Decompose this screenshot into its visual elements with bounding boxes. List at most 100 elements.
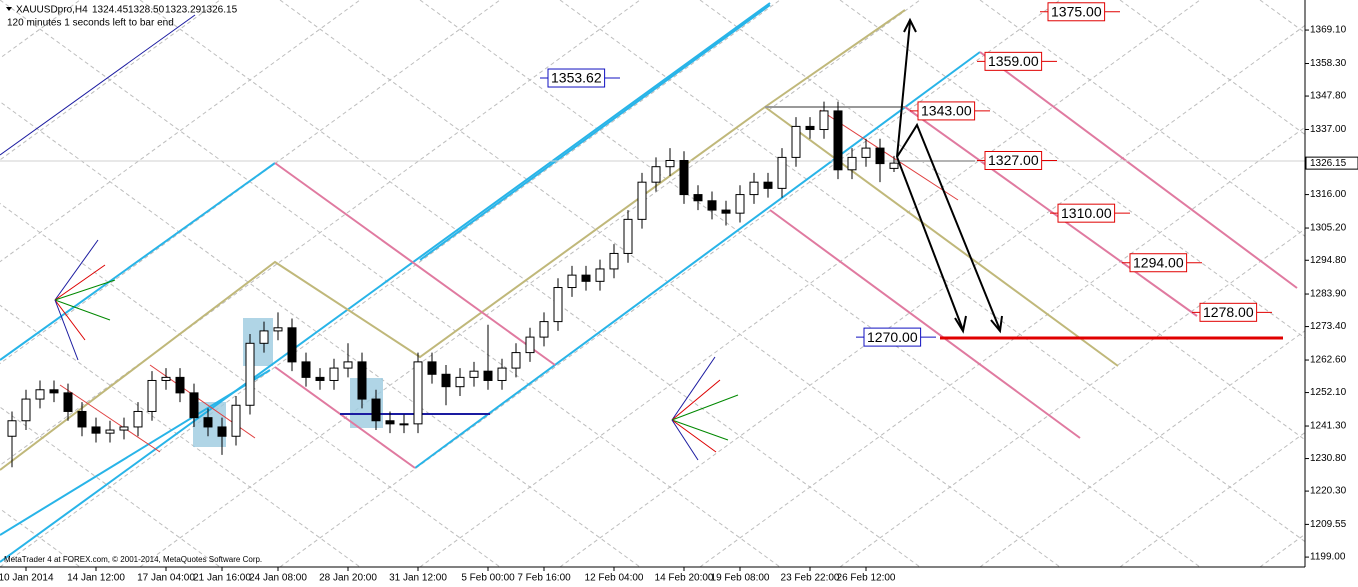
candle-body bbox=[553, 287, 563, 323]
price-annotation: 1278.00 bbox=[1192, 302, 1272, 322]
candle-body bbox=[805, 125, 815, 131]
candle-body bbox=[497, 367, 507, 381]
candle-body bbox=[315, 376, 325, 381]
candle-body bbox=[623, 218, 633, 254]
y-tick-label: 1283.90 bbox=[1310, 289, 1347, 300]
x-tick-label: 7 Feb 16:00 bbox=[517, 573, 571, 584]
ohlc-value: 1323.29 bbox=[165, 5, 202, 16]
y-tick-label: 1199.00 bbox=[1310, 552, 1346, 563]
candle-body bbox=[455, 376, 465, 388]
annotation-label: 1327.00 bbox=[988, 152, 1039, 168]
ohlc-value: 1326.15 bbox=[201, 5, 238, 16]
candle-body bbox=[763, 181, 773, 189]
candle-body bbox=[483, 370, 493, 381]
candle-body bbox=[119, 426, 129, 431]
candle-body bbox=[511, 352, 521, 369]
candle-body bbox=[875, 147, 885, 165]
annotation-box bbox=[1047, 2, 1106, 22]
y-tick-label: 1220.30 bbox=[1310, 486, 1347, 497]
annotation-label: 1310.00 bbox=[1061, 205, 1112, 221]
channel-pink bbox=[274, 51, 1298, 469]
annotation-label: 1270.00 bbox=[867, 329, 918, 345]
candle-body bbox=[581, 274, 591, 282]
candle-body bbox=[49, 389, 59, 394]
candle-body bbox=[203, 417, 213, 428]
menu-icon bbox=[6, 7, 12, 11]
subtitle: 120 minutes 1 seconds left to bar end bbox=[7, 18, 174, 29]
candle-body bbox=[175, 376, 185, 394]
drawings bbox=[0, 0, 1305, 567]
x-tick-label: 12 Feb 04:00 bbox=[585, 573, 644, 584]
candle-body bbox=[861, 147, 871, 158]
candle-body bbox=[651, 166, 661, 183]
candle-body bbox=[35, 389, 45, 400]
channel-cyan bbox=[0, 2, 981, 563]
candle-body bbox=[847, 156, 857, 171]
ohlc-value: 1324.45 bbox=[92, 5, 129, 16]
candle-body bbox=[245, 342, 255, 406]
annotation-box bbox=[1199, 302, 1258, 322]
candle-body bbox=[609, 252, 619, 270]
candle-body bbox=[133, 410, 143, 428]
candle-body bbox=[833, 110, 843, 171]
candle-body bbox=[595, 268, 605, 282]
annotation-box bbox=[1129, 253, 1188, 273]
candle-body bbox=[413, 361, 423, 425]
y-tick-label: 1358.30 bbox=[1310, 58, 1347, 69]
candle-body bbox=[161, 376, 171, 381]
annotation-label: 1375.00 bbox=[1051, 3, 1102, 19]
axes: 1199.00 1209.55 1220.30 1230.80 1241.30 1252.… bbox=[0, 25, 1358, 584]
y-tick-label: 1369.10 bbox=[1310, 25, 1347, 36]
candle-body bbox=[525, 336, 535, 354]
x-tick-label: 31 Jan 12:00 bbox=[389, 573, 447, 584]
annotation-box bbox=[1057, 203, 1116, 223]
candle-body bbox=[301, 361, 311, 378]
annotation-label: 1353.62 bbox=[551, 70, 602, 86]
channel-tan bbox=[0, 9, 1119, 471]
candle-body bbox=[147, 379, 157, 412]
y-tick-label: 1230.80 bbox=[1310, 453, 1347, 464]
candle-body bbox=[385, 420, 395, 425]
candle-body bbox=[21, 398, 31, 422]
x-tick-label: 28 Jan 20:00 bbox=[319, 573, 377, 584]
annotation-box bbox=[917, 101, 976, 121]
x-tick-label: 10 Jan 2014 bbox=[0, 573, 54, 584]
y-tick-label: 1273.40 bbox=[1310, 321, 1347, 332]
candle-body bbox=[343, 361, 353, 369]
candle-body bbox=[7, 420, 17, 437]
candle-body bbox=[287, 327, 297, 363]
x-tick-label: 23 Feb 22:00 bbox=[781, 573, 840, 584]
y-tick-label: 1316.00 bbox=[1310, 189, 1347, 200]
candle-body bbox=[357, 361, 367, 400]
ohlc-value: 1328.50 bbox=[128, 5, 165, 16]
price-annotation: 1353.62 bbox=[540, 68, 620, 88]
candle-body bbox=[371, 398, 381, 422]
y-tick-label: 1294.80 bbox=[1310, 255, 1347, 266]
trendline-navy bbox=[0, 14, 196, 156]
candle-body bbox=[427, 361, 437, 375]
price-annotation: 1359.00 bbox=[977, 51, 1057, 71]
last-price-label: 1326.15 bbox=[1310, 158, 1347, 169]
candle-body bbox=[441, 373, 451, 388]
y-tick-label: 1209.55 bbox=[1310, 519, 1347, 530]
candles bbox=[7, 101, 899, 468]
annotation-box bbox=[547, 68, 606, 88]
y-tick-label: 1252.10 bbox=[1310, 387, 1347, 398]
y-tick-label: 1241.30 bbox=[1310, 421, 1347, 432]
annotation-label: 1278.00 bbox=[1203, 304, 1254, 320]
candle-body bbox=[665, 159, 675, 168]
x-tick-label: 24 Jan 08:00 bbox=[249, 573, 307, 584]
price-annotation: 1294.00 bbox=[1122, 253, 1202, 273]
annotation-box bbox=[984, 51, 1043, 71]
candle-body bbox=[777, 156, 787, 189]
x-tick-label: 21 Jan 16:00 bbox=[193, 573, 251, 584]
candle-body bbox=[91, 426, 101, 434]
x-tick-label: 19 Feb 08:00 bbox=[711, 573, 770, 584]
annotation-box bbox=[984, 150, 1043, 170]
fan bbox=[54, 239, 739, 461]
candle-body bbox=[399, 423, 409, 426]
candle-body bbox=[63, 392, 73, 412]
x-tick-label: 26 Feb 12:00 bbox=[837, 573, 896, 584]
x-tick-label: 14 Feb 20:00 bbox=[655, 573, 714, 584]
